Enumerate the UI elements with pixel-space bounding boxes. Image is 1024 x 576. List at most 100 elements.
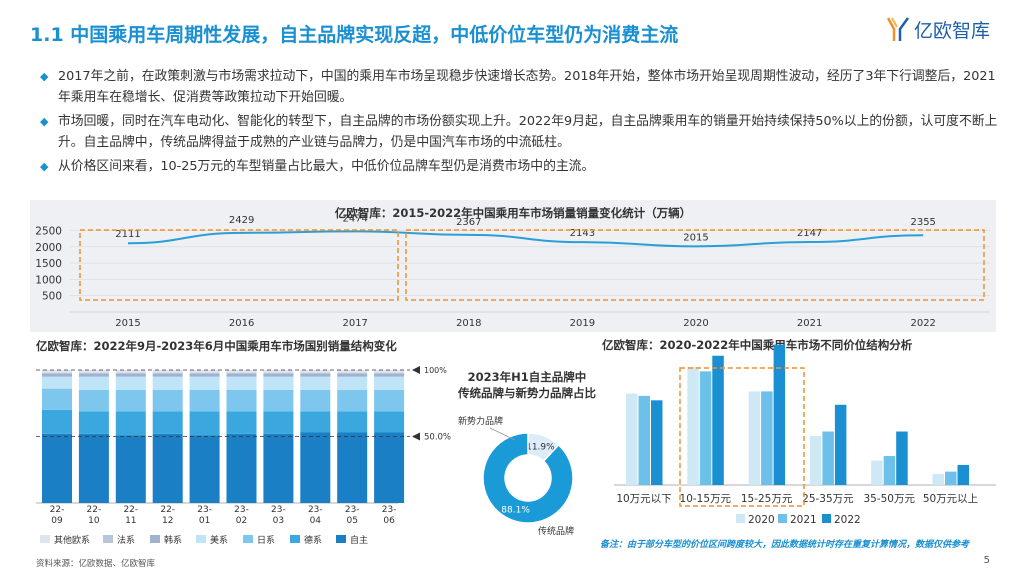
marker-arrow-icon <box>412 366 420 374</box>
stacked-bar-segment <box>263 376 294 390</box>
stacked-bar-segment <box>300 411 331 433</box>
line-chart-ytick: 500 <box>42 291 62 303</box>
bullet-text: 2017年之前，在政策刺激与市场需求拉动下，中国的乘用车市场呈现稳步快速增长态势… <box>58 69 996 105</box>
stacked-bar-segment <box>78 411 109 434</box>
line-chart-title: 亿欧智库：2015-2022年中国乘用车市场销量销量变化统计（万辆） <box>334 206 692 220</box>
diamond-icon: ◆ <box>40 160 49 173</box>
page-title: 1.1 中国乘用车周期性发展，自主品牌实现反超，中低价位车型仍为消费主流 <box>30 24 679 46</box>
line-chart-data-label: 2015 <box>683 232 708 243</box>
pie-slice <box>482 432 574 524</box>
bullet-item: ◆ 2017年之前，在政策刺激与市场需求拉动下，中国的乘用车市场呈现稳步快速增长… <box>40 66 1000 108</box>
stacked-bar-segment <box>337 411 368 433</box>
stacked-chart-xtick: 23- <box>271 505 286 515</box>
bullet-item: ◆ 市场回暖，同时在汽车电动化、智能化的转型下，自主品牌的市场份额实现上升。20… <box>40 111 1000 153</box>
stacked-bar-segment <box>115 389 146 412</box>
stacked-bar-segment <box>152 389 183 412</box>
stacked-bar-segment <box>152 433 183 503</box>
stacked-legend-swatch <box>40 535 50 543</box>
stacked-bar-segment <box>78 433 109 503</box>
stacked-bar-segment <box>300 372 331 374</box>
line-chart-xtick: 2017 <box>342 318 367 329</box>
line-chart-data-label: 2111 <box>115 229 140 240</box>
highlight-box-10-25 <box>679 367 805 507</box>
stacked-marker-label: 100% <box>424 366 447 375</box>
stacked-bar-segment <box>78 389 109 412</box>
line-chart-xtick: 2020 <box>683 318 708 329</box>
stacked-marker-label: 50.0% <box>424 433 451 443</box>
price-bar <box>871 460 883 485</box>
bullet-item: ◆ 从价格区间来看，10-25万元的车型销量占比最大，中低价位品牌车型仍是消费市… <box>40 156 1000 177</box>
price-legend-label: 2021 <box>790 514 817 526</box>
stacked-bar-segment <box>374 373 405 377</box>
stacked-legend-swatch <box>150 535 160 543</box>
stacked-chart-xtick: 11 <box>125 516 136 526</box>
price-bar <box>651 400 663 485</box>
stacked-bar-segment <box>337 372 368 374</box>
price-bar <box>761 391 773 485</box>
stacked-bar-segment <box>115 373 146 377</box>
stacked-chart-xtick: 09 <box>51 516 63 526</box>
page-number: 5 <box>983 555 990 566</box>
stacked-legend-label: 美系 <box>210 534 228 546</box>
line-chart-xtick: 2021 <box>797 318 822 329</box>
stacked-chart-xtick: 04 <box>310 516 322 526</box>
stacked-chart-xtick: 23- <box>234 505 249 515</box>
stacked-bar-segment <box>42 373 72 377</box>
stacked-bar-segment <box>263 373 294 377</box>
stacked-bar-segment <box>374 370 405 373</box>
stacked-bar-segment <box>189 435 220 503</box>
stacked-bar-segment <box>115 411 146 436</box>
line-chart-data-label: 2355 <box>910 217 935 228</box>
line-chart-data-label: 2474 <box>342 213 367 224</box>
stacked-bar-segment <box>226 433 257 503</box>
stacked-legend-label: 其他欧系 <box>54 534 90 546</box>
stacked-bar-segment <box>337 376 368 390</box>
footer-note: 备注：由于部分车型的价位区间跨度较大，因此数据统计时存在重复计算情况，数据仅供参… <box>600 540 970 550</box>
stacked-bar-segment <box>337 373 368 377</box>
line-chart-ytick: 2500 <box>35 226 62 238</box>
highlight-box-2015-2017 <box>79 229 399 301</box>
price-bar <box>748 391 761 485</box>
price-legend-swatch <box>822 514 831 523</box>
price-bar <box>945 471 957 485</box>
stacked-bar-segment <box>189 411 220 436</box>
stacked-bar-segment <box>226 411 257 434</box>
price-chart-xtick: 15-25万元 <box>741 493 793 505</box>
stacked-bar-segment <box>78 372 109 374</box>
price-legend-swatch <box>736 514 745 523</box>
price-bar <box>883 456 896 485</box>
stacked-bar-segment <box>42 370 72 373</box>
line-chart-ytick: 1500 <box>35 258 62 270</box>
stacked-bar-segment <box>226 372 257 374</box>
stacked-bar-segment <box>374 372 405 374</box>
stacked-bar-segment <box>78 376 109 390</box>
stacked-bar-segment <box>263 370 294 373</box>
stacked-bar-segment <box>300 389 331 412</box>
price-chart-xtick: 10万元以下 <box>616 493 671 505</box>
price-bar <box>822 431 834 485</box>
stacked-legend-swatch <box>196 535 206 543</box>
stacked-bar-segment <box>152 376 183 390</box>
stacked-bar-segment <box>189 376 220 390</box>
price-bar <box>809 435 822 485</box>
stacked-bar-segment <box>189 373 220 377</box>
stacked-bar-segment <box>78 370 109 373</box>
stacked-bar-segment <box>263 411 294 434</box>
stacked-chart-xtick: 22- <box>160 505 175 515</box>
stacked-bar-segment <box>189 370 220 373</box>
pie-title-line: 传统品牌与新势力品牌占比 <box>458 386 596 400</box>
stacked-chart-xtick: 23- <box>197 505 212 515</box>
stacked-chart-xtick: 06 <box>383 516 395 526</box>
stacked-bar-segment <box>152 373 183 377</box>
stacked-bar-segment <box>374 389 405 412</box>
stacked-bar-segment <box>374 432 405 503</box>
price-bar <box>957 464 969 485</box>
line-chart-xtick: 2022 <box>910 318 935 329</box>
stacked-chart-xtick: 05 <box>346 516 357 526</box>
stacked-chart-xtick: 23- <box>308 505 323 515</box>
stacked-chart-xtick: 01 <box>199 516 210 526</box>
line-chart-data-label: 2429 <box>229 215 254 226</box>
price-chart-title: 亿欧智库：2020-2022年中国乘用车市场不同价位结构分析 <box>602 338 913 352</box>
stacked-bar-segment <box>152 411 183 434</box>
